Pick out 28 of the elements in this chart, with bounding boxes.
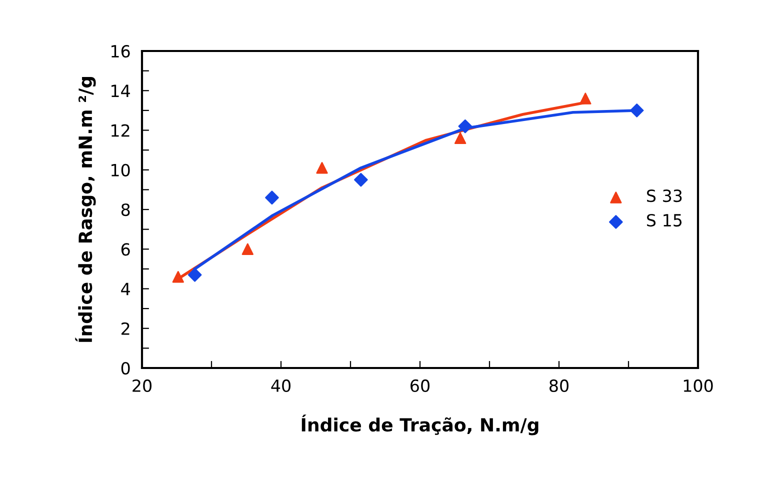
point bbox=[242, 243, 254, 255]
point bbox=[265, 190, 279, 205]
y-tick-label: 10 bbox=[112, 164, 130, 176]
legend-label: S 33 bbox=[647, 189, 682, 202]
point bbox=[630, 104, 644, 118]
point bbox=[354, 172, 368, 187]
x-axis-title: Índice de Tração, N.m/g bbox=[302, 414, 538, 436]
point bbox=[458, 119, 472, 134]
y-tick-label: 0 bbox=[121, 362, 130, 375]
y-tick-label: 4 bbox=[121, 282, 130, 296]
y-tick-label: 14 bbox=[112, 84, 130, 97]
legend-label: S 15 bbox=[647, 214, 682, 227]
point bbox=[454, 132, 466, 144]
point bbox=[316, 162, 328, 174]
y-tick-label: 6 bbox=[121, 243, 130, 256]
x-tick-label: 40 bbox=[271, 379, 290, 392]
point bbox=[580, 92, 592, 104]
y-tick-label: 16 bbox=[112, 44, 130, 58]
y-tick-label: 2 bbox=[122, 322, 130, 335]
x-tick-label: 60 bbox=[410, 379, 430, 392]
point bbox=[188, 268, 202, 282]
y-axis-title: Índice de Rasgo, mN.m ²/g bbox=[75, 77, 96, 342]
y-tick-label: 12 bbox=[112, 124, 130, 137]
x-tick-label: 20 bbox=[132, 379, 152, 392]
point bbox=[172, 271, 184, 283]
x-tick-label: 100 bbox=[684, 379, 713, 392]
y-tick-label: 8 bbox=[121, 203, 130, 216]
x-tick-label: 80 bbox=[550, 379, 568, 392]
